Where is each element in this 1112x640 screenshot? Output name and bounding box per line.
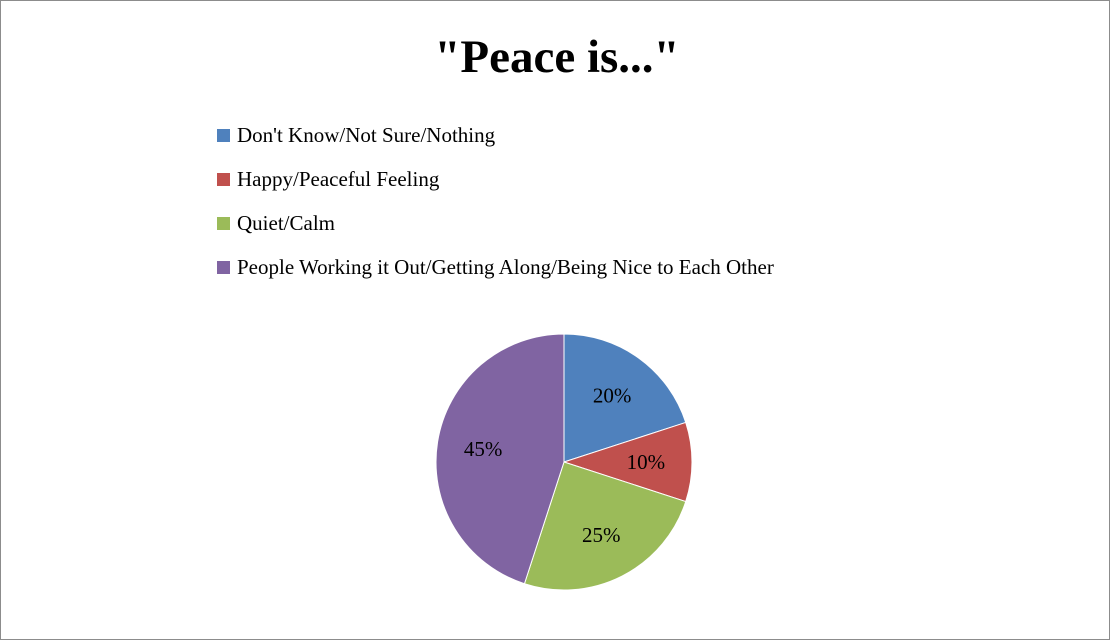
- legend-item: Don't Know/Not Sure/Nothing: [217, 113, 774, 157]
- legend-item: People Working it Out/Getting Along/Bein…: [217, 245, 774, 289]
- pie-data-label: 45%: [464, 437, 503, 461]
- legend-swatch: [217, 260, 230, 274]
- chart-title: "Peace is...": [434, 31, 680, 83]
- legend-swatch: [217, 216, 230, 230]
- legend-item: Quiet/Calm: [217, 201, 774, 245]
- legend-swatch: [217, 128, 230, 142]
- legend-item: Happy/Peaceful Feeling: [217, 157, 774, 201]
- legend: Don't Know/Not Sure/Nothing Happy/Peacef…: [217, 113, 774, 289]
- legend-label: People Working it Out/Getting Along/Bein…: [237, 254, 774, 279]
- pie-slice: [562, 421, 693, 503]
- pie-slice: [523, 461, 687, 591]
- pie-data-label: 25%: [582, 523, 621, 547]
- legend-swatch: [217, 172, 230, 186]
- legend-label: Happy/Peaceful Feeling: [237, 166, 440, 191]
- legend-label: Don't Know/Not Sure/Nothing: [237, 122, 496, 147]
- pie-data-label: 10%: [627, 450, 666, 474]
- pie-slice: [435, 333, 565, 585]
- pie-slice: [563, 333, 687, 463]
- legend-label: Quiet/Calm: [237, 210, 335, 235]
- pie-data-label: 20%: [593, 384, 632, 408]
